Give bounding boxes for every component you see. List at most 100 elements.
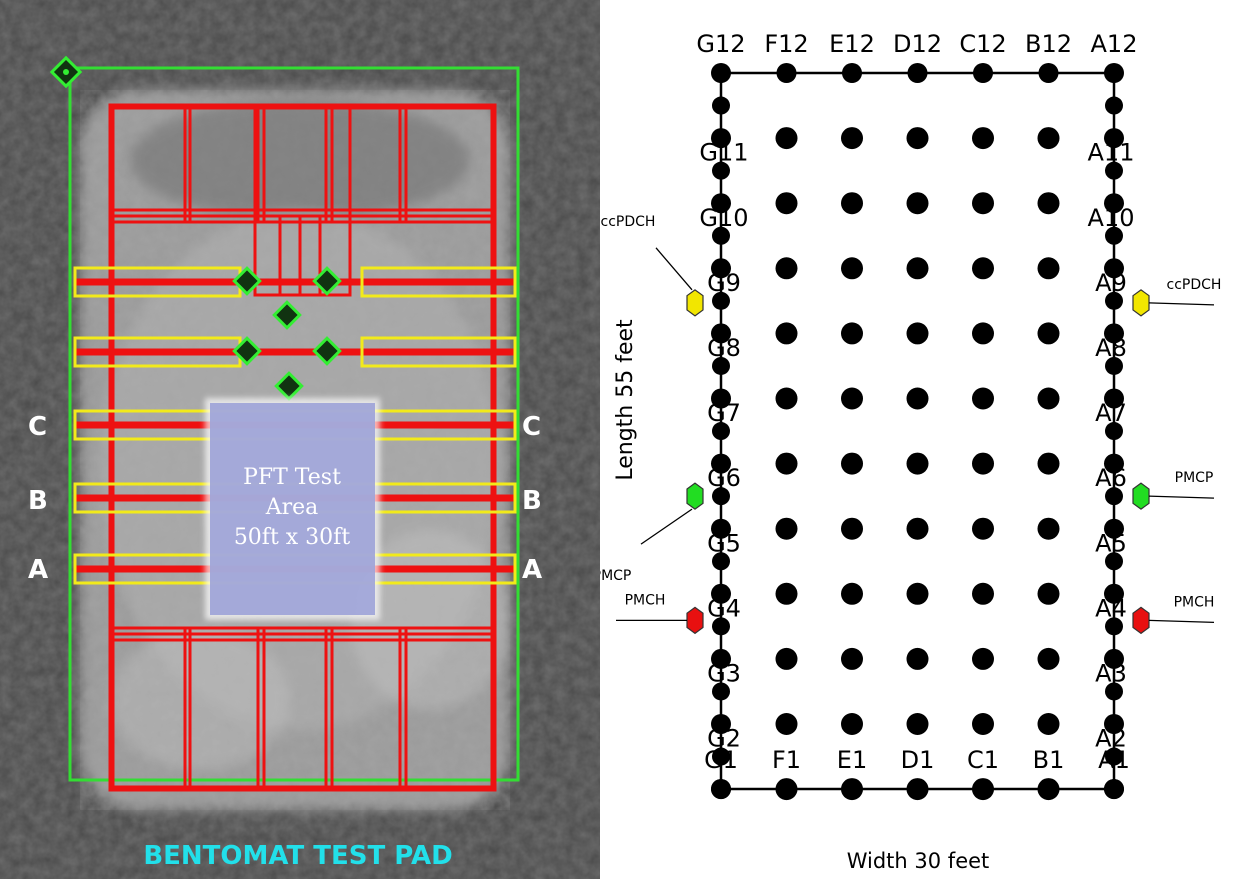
grid-boundary — [719, 71, 1116, 791]
grid-point-f12 — [776, 63, 797, 83]
grid-point-a3 — [1104, 648, 1124, 669]
grid-point-e7 — [841, 387, 863, 410]
grid-point-d9 — [906, 257, 929, 280]
source-label: ccPDCH — [601, 214, 656, 230]
grid-point-b2 — [1037, 713, 1060, 735]
grid-edge-point-bottom — [1038, 779, 1059, 799]
grid-point-e12 — [842, 63, 862, 83]
grid-point-e10 — [841, 192, 863, 215]
grid-point-a9 — [1104, 258, 1124, 279]
width-label: Width 30 feet — [847, 849, 990, 873]
row-label-right-8: A8 — [1095, 334, 1127, 362]
grid-point-e11 — [841, 127, 863, 150]
grid-point-e6 — [841, 452, 863, 475]
grid-point-c5 — [972, 517, 994, 540]
grid-point-e5 — [841, 517, 863, 540]
grid-point-e8 — [841, 322, 863, 345]
row-label-left-10: G10 — [699, 204, 748, 232]
col-label-top-g: G12 — [696, 30, 745, 58]
grid-point-b7 — [1037, 387, 1060, 410]
grid-edge-point-bottom — [1104, 779, 1124, 799]
col-label-top-c: C12 — [959, 30, 1006, 58]
grid-edge-point-side — [712, 356, 730, 375]
grid-edge-point-side — [712, 552, 730, 571]
grid-point-c12 — [973, 63, 993, 83]
grid-point-f5 — [775, 517, 798, 540]
grid-edge-point-bottom — [842, 779, 862, 799]
col-label-bottom-g: G1 — [704, 746, 738, 774]
aerial-photo-panel: PFT Test Area 50ft x 30ft C C B B A A BE… — [0, 0, 600, 879]
grid-edge-point-bottom — [973, 779, 993, 799]
source-marker-pmch-left: PMCH — [616, 592, 704, 635]
grid-point-a2 — [1104, 714, 1124, 734]
grid-point-g5 — [711, 518, 731, 539]
source-marker-pmcp-right: PMCP — [1132, 470, 1215, 510]
grid-point-e2 — [841, 713, 863, 735]
grid-edge-point-bottom — [776, 779, 797, 799]
grid-point-a12 — [1104, 63, 1124, 83]
row-label-right-9: A9 — [1095, 269, 1127, 297]
row-label-a-left: A — [28, 555, 48, 585]
grid-point-c2 — [972, 713, 994, 735]
grid-edge-point-side — [712, 226, 730, 245]
grid-point-f3 — [775, 647, 798, 670]
grid-point-d8 — [906, 322, 929, 345]
col-label-top-d: D12 — [893, 30, 942, 58]
col-label-top-b: B12 — [1025, 30, 1072, 58]
grid-point-g12 — [711, 63, 731, 83]
col-label-bottom-a: A1 — [1098, 746, 1130, 774]
grid-point-f7 — [775, 387, 798, 410]
grid-edge-point-side — [712, 161, 730, 180]
grid-point-d5 — [906, 517, 929, 540]
grid-point-g2 — [711, 714, 731, 734]
grid-point-c9 — [972, 257, 994, 280]
sampling-grid-diagram: G12 F12 E12 D12 C12 B12 A12 G1 F1 E1 D1 C1 B1 A1 G11 A1… — [600, 30, 1221, 873]
grid-edge-point-side — [712, 291, 730, 310]
test-area-line-1: PFT Test — [243, 465, 341, 490]
grid-point-e9 — [841, 257, 863, 280]
grid-edge-point-side — [1105, 682, 1123, 701]
grid-point-b8 — [1037, 322, 1060, 345]
green-markers — [232, 266, 342, 401]
grid-point-d7 — [906, 387, 929, 410]
grid-point-a7 — [1104, 388, 1124, 409]
test-area-line-2: Area — [265, 495, 319, 520]
grid-point-a11 — [1104, 128, 1124, 149]
grid-point-e4 — [841, 582, 863, 605]
grid-edge-point-side — [1105, 552, 1123, 571]
length-label: Length 55 feet — [613, 319, 638, 481]
grid-point-c3 — [972, 647, 994, 670]
row-label-left-8: G8 — [707, 334, 741, 362]
grid-edge-point-side — [712, 96, 730, 115]
row-label-right-3: A3 — [1095, 659, 1127, 687]
panel-lines — [108, 103, 497, 792]
source-marker-pmch-right: PMCH — [1132, 594, 1214, 635]
grid-point-a10 — [1104, 193, 1124, 214]
grid-point-b3 — [1037, 647, 1060, 670]
col-label-top-e: E12 — [829, 30, 875, 58]
row-label-left-2: G2 — [707, 725, 741, 753]
grid-edge-point-side — [1105, 96, 1123, 115]
grid-point-g3 — [711, 648, 731, 669]
grid-point-d6 — [906, 452, 929, 475]
grid-point-f10 — [775, 192, 798, 215]
grid-edge-point-side — [712, 747, 730, 766]
grid-point-c7 — [972, 387, 994, 410]
photo-caption: BENTOMAT TEST PAD — [143, 841, 452, 871]
grid-point-b6 — [1037, 452, 1060, 475]
grid-point-g9 — [711, 258, 731, 279]
grid-point-g6 — [711, 453, 731, 474]
row-label-c-left: C — [28, 412, 47, 442]
grid-point-d11 — [906, 127, 929, 150]
grid-edge-point-bottom — [711, 779, 731, 799]
test-area-line-3: 50ft x 30ft — [234, 525, 351, 550]
grid-point-b5 — [1037, 517, 1060, 540]
grid-point-a8 — [1104, 323, 1124, 344]
row-label-left-7: G7 — [707, 399, 741, 427]
row-label-b-right: B — [522, 486, 542, 516]
row-label-right-6: A6 — [1095, 464, 1127, 492]
grid-edge-point-side — [1105, 356, 1123, 375]
grid-point-f8 — [775, 322, 798, 345]
row-labels: C C B B A A — [28, 412, 542, 585]
row-label-a-right: A — [522, 555, 542, 585]
